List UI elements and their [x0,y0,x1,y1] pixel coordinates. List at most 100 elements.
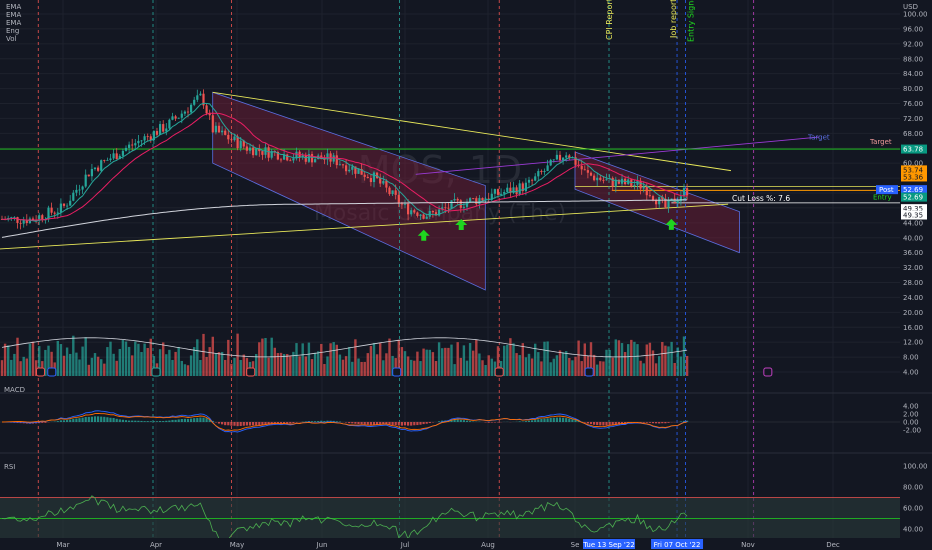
candle-body [524,182,527,192]
candle-body [196,95,199,100]
macd-hist-bar [611,422,614,426]
legend-ema-3[interactable]: EMA [6,19,22,27]
price-tick-label: 72.00 [903,115,923,123]
candle-body [205,105,208,114]
macd-hist-bar [87,416,90,422]
volume-bar [134,341,137,376]
candle-body [682,188,686,197]
candle-body [214,125,217,133]
macd-hist-bar [292,422,295,424]
candle-body [248,147,252,151]
candle-body [537,171,540,177]
ema-fast-line [1,102,688,222]
price-tick-label: 100.00 [903,11,928,19]
macd-hist-bar [403,422,407,426]
volume-bar [233,357,236,376]
candle-body [422,214,425,219]
rsi-title: RSI [4,463,15,471]
macd-hist-bar [69,419,72,422]
macd-hist-bar [382,422,385,425]
macd-hist-bar [124,420,128,422]
price-badge-label: 49.35 [903,212,923,220]
volume-bar [574,356,577,376]
candle-body [376,172,379,179]
candle-body [413,210,416,213]
macd-hist-bar [66,420,69,422]
candle-body [75,189,78,193]
time-tick-label: Nov [741,541,755,549]
candle-body [155,131,159,135]
volume-bar [93,353,97,376]
macd-hist-bar [205,418,208,422]
candle-body [270,150,273,158]
legend-eng[interactable]: Eng [6,27,20,35]
volume-bar [490,358,493,376]
macd-hist-bar [183,418,186,422]
volume-bar [518,355,521,376]
volume-bar [639,360,642,376]
price-tick-label: 40.00 [903,234,923,242]
candle-body [394,190,397,195]
price-tick-label: 60.00 [903,160,923,168]
legend-ema-1[interactable]: EMA [6,3,22,11]
candle-body [369,177,372,183]
macd-hist-bar [78,418,81,422]
volume-bar [357,358,360,376]
volume-bar [56,340,59,376]
macd-hist-bar [425,422,428,424]
macd-hist-bar [186,418,190,422]
support-trendline [0,203,729,250]
candle-body [118,155,121,160]
event-marker-icon [392,367,402,377]
candle-body [97,167,100,171]
macd-hist-bar [658,422,661,424]
macd-hist-bar [90,416,93,422]
macd-hist-bar [329,420,332,422]
macd-hist-bar [388,422,391,426]
macd-hist-bar [252,422,255,426]
macd-hist-bar [562,417,565,422]
candle-body [614,179,617,187]
volume-bar [456,342,459,376]
volume-bar [434,361,438,376]
volume-bar [354,339,357,376]
candle-body [419,214,422,216]
candle-body [438,209,441,216]
macd-hist-bar [438,421,441,422]
macd-hist-bar [391,422,394,426]
price-tick-label: 96.00 [903,25,923,33]
macd-hist-bar [571,419,574,422]
volume-bar [323,364,326,376]
volume-bar [286,354,289,376]
macd-hist-bar [199,417,202,422]
volume-bar [338,354,342,376]
price-tag-label: Post [879,186,894,194]
volume-bar [527,353,531,376]
candle-body [279,159,283,161]
macd-hist-bar [283,422,286,424]
volume-bar [589,342,593,376]
price-badge [901,192,927,202]
volume-bar [444,347,447,376]
macd-hist-bar [465,420,469,422]
volume-bar [623,352,627,376]
buy-arrow-icon [665,218,678,230]
legend-vol[interactable]: Vol [6,35,17,43]
price-tick-label: 88.00 [903,55,923,63]
event-marker-icon [494,367,504,377]
candle-body [103,160,106,161]
price-axis[interactable]: USD100.0096.0092.0088.0084.0080.0076.007… [876,3,928,550]
volume-bar [28,343,32,376]
candle-body [41,215,44,220]
legend-ema-2[interactable]: EMA [6,11,22,19]
candle-body [53,212,56,214]
price-tick-label: 92.00 [903,40,923,48]
volume-bar [379,343,382,376]
time-axis[interactable]: Mar Apr May Jun Jul Aug Se Nov Dec Tue 13 Sep '22… [0,538,932,550]
price-tick-label: 16.00 [903,324,923,332]
candle-body [472,198,475,199]
candle-body [202,93,205,106]
volume-bar [388,338,391,376]
volume-bar [329,343,332,376]
